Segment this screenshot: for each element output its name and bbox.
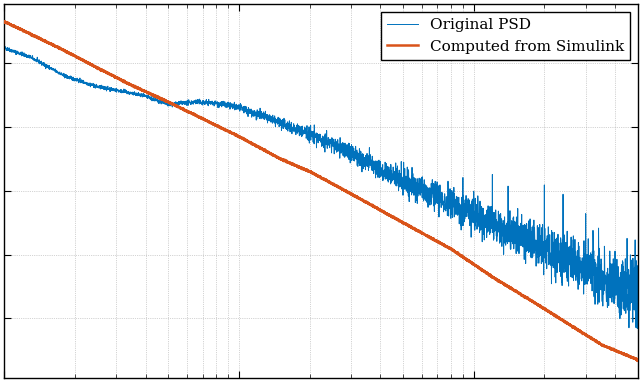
- Computed from Simulink: [583, 333, 591, 338]
- Original PSD: [266, 117, 274, 121]
- Original PSD: [583, 253, 591, 257]
- Computed from Simulink: [266, 151, 274, 156]
- Computed from Simulink: [1, 19, 8, 23]
- Original PSD: [0, 45, 8, 50]
- Original PSD: [302, 131, 309, 136]
- Original PSD: [634, 326, 641, 331]
- Original PSD: [614, 279, 622, 283]
- Line: Original PSD: Original PSD: [4, 47, 638, 329]
- Computed from Simulink: [461, 256, 469, 261]
- Computed from Simulink: [0, 19, 8, 24]
- Computed from Simulink: [634, 359, 641, 363]
- Computed from Simulink: [272, 154, 279, 159]
- Original PSD: [461, 211, 469, 215]
- Original PSD: [1, 44, 8, 49]
- Line: Computed from Simulink: Computed from Simulink: [4, 21, 638, 361]
- Computed from Simulink: [614, 350, 622, 354]
- Legend: Original PSD, Computed from Simulink: Original PSD, Computed from Simulink: [381, 12, 630, 60]
- Computed from Simulink: [302, 167, 309, 172]
- Original PSD: [634, 285, 642, 290]
- Computed from Simulink: [634, 358, 642, 362]
- Original PSD: [272, 117, 279, 121]
